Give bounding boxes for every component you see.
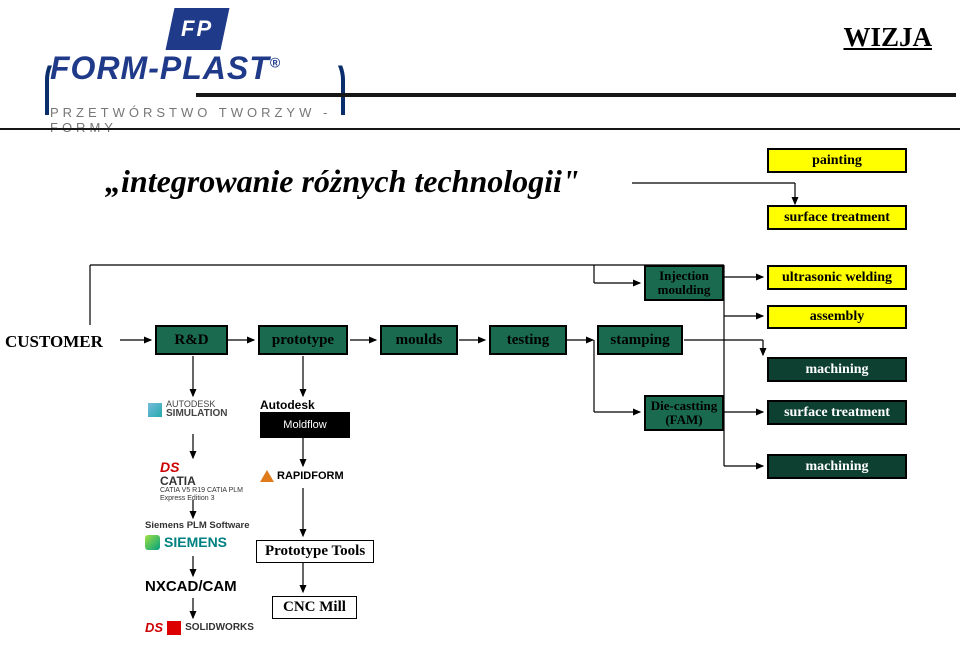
autodesk-icon [148, 403, 162, 417]
node-moulds: moulds [380, 325, 458, 355]
solidworks-ds: DS [145, 620, 163, 635]
node-machining-2: machining [767, 454, 907, 479]
node-ultrasonic-welding: ultrasonic welding [767, 265, 907, 290]
node-surface-treatment-1: surface treatment [767, 205, 907, 230]
node-prototype: prototype [258, 325, 348, 355]
logo-fp-text: FP [181, 16, 213, 42]
siemens-label: SIEMENS [164, 534, 227, 550]
solidworks-label: SOLIDWORKS [185, 622, 254, 633]
catia-ds: DS [160, 459, 179, 475]
sw-siemens-plm-label: Siemens PLM Software [145, 520, 250, 531]
node-painting: painting [767, 148, 907, 173]
catia-sub: CATIA V5 R19 CATIA PLM Express Edition 3 [160, 487, 243, 502]
rapidform-label: RAPIDFORM [277, 470, 344, 482]
node-stamping: stamping [597, 325, 683, 355]
catia-name: CATIA [160, 475, 243, 488]
logo-fp-box: FP [166, 8, 230, 50]
node-die-castting: Die-castting (FAM) [644, 395, 724, 431]
sw-autodesk-moldflow: Autodesk Moldflow [260, 398, 350, 438]
node-machining-1: machining [767, 357, 907, 382]
sw-autodesk-simulation: AUTODESK SIMULATION [148, 400, 227, 419]
simulation-label: SIMULATION [166, 409, 227, 419]
sw-catia: DS CATIA CATIA V5 R19 CATIA PLM Express … [160, 460, 243, 502]
registered-mark: ® [270, 54, 281, 70]
section-title: WIZJA [843, 22, 932, 53]
brand-name: FORM-PLAST® [50, 50, 281, 87]
sw-rapidform: RAPIDFORM [260, 470, 344, 482]
sw-siemens: SIEMENS [145, 534, 227, 550]
autodesk-word: Autodesk [260, 398, 350, 412]
node-testing: testing [489, 325, 567, 355]
rapidform-icon [260, 470, 274, 482]
node-rd: R&D [155, 325, 228, 355]
node-surface-treatment-2: surface treatment [767, 400, 907, 425]
sw-solidworks: DS SOLIDWORKS [145, 620, 254, 635]
solidworks-icon [167, 621, 181, 635]
moldflow-badge: Moldflow [260, 412, 350, 438]
node-prototype-tools: Prototype Tools [256, 540, 374, 563]
node-assembly: assembly [767, 305, 907, 329]
header-rule-top [196, 93, 956, 97]
node-injection-moulding: Injection moulding [644, 265, 724, 301]
logo-area: FP FORM-PLAST® PRZETWÓRSTWO TWORZYW - FO… [15, 5, 375, 130]
siemens-icon [145, 535, 160, 550]
sw-nxcad: NXCAD/CAM [145, 578, 237, 595]
brand-tagline: PRZETWÓRSTWO TWORZYW - FORMY [50, 105, 375, 135]
header-rule-bottom [0, 128, 960, 130]
label-customer: CUSTOMER [5, 332, 103, 352]
node-cnc-mill: CNC Mill [272, 596, 357, 619]
headline: „integrowanie różnych technologii" [105, 163, 580, 200]
